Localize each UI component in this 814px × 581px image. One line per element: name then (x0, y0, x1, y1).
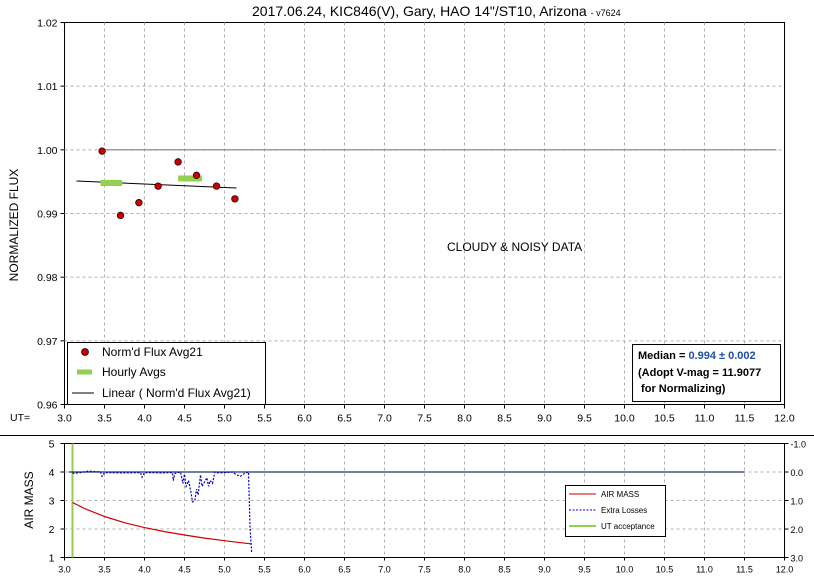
bottom-x-tick-label: 5.5 (258, 565, 271, 575)
bottom-x-tick-label: 4.0 (138, 565, 151, 575)
bottom-x-tick-label: 10.5 (656, 565, 674, 575)
bottom-y-ticks: 1 2 3 4 5 (49, 439, 65, 565)
normalizing-text: for Normalizing) (638, 383, 726, 395)
top-y-tick-label: 0.97 (37, 336, 58, 348)
top-x-tick-label: 11.0 (695, 413, 715, 425)
median-box-frame (632, 344, 781, 402)
top-x-tick-label: 4.0 (137, 413, 152, 425)
legend-label-linear: Linear ( Norm'd Flux Avg21) (102, 386, 251, 400)
bottom-x-tick-label: 12.0 (776, 565, 794, 575)
air-mass-curve (72, 501, 251, 545)
bottom-right-tick-label: 1.0 (791, 497, 804, 507)
top-x-tick-label: 3.5 (97, 413, 112, 425)
bottom-x-tick-label: 11.5 (736, 565, 753, 575)
top-x-tick-label: 7.5 (417, 413, 432, 425)
bottom-right-tick-label: 0.0 (791, 468, 804, 478)
cloudy-annotation: CLOUDY & NOISY DATA (447, 240, 582, 254)
top-x-tick-label: 10.5 (654, 413, 675, 425)
bottom-x-tick-label: 11.0 (696, 565, 713, 575)
legend-label-flux: Norm'd Flux Avg21 (102, 345, 203, 359)
bottom-y-tick-label: 2 (49, 524, 55, 536)
chart-title: 2017.06.24, KIC846(V), Gary, HAO 14"/ST1… (252, 3, 621, 19)
top-y-ticks: 0.96 0.97 0.98 0.99 1.00 1.01 1.02 (37, 18, 65, 412)
legend-label-hourly: Hourly Avgs (102, 365, 166, 379)
bottom-x-tick-label: 9.5 (578, 565, 591, 575)
bottom-x-tick-label: 3.5 (98, 565, 111, 575)
flux-point (231, 195, 239, 203)
legend-label-airmass: AIR MASS (601, 490, 639, 499)
top-legend: Norm'd Flux Avg21 Hourly Avgs Linear ( N… (67, 342, 266, 405)
top-x-tick-label: 9.5 (577, 413, 592, 425)
top-x-tick-label: 10.0 (614, 413, 635, 425)
top-legend-box (67, 342, 266, 405)
top-x-tick-label: 4.5 (177, 413, 192, 425)
bottom-x-tick-label: 8.5 (498, 565, 511, 575)
top-x-tick-label: 5.0 (217, 413, 232, 425)
top-y-tick-label: 1.01 (37, 81, 58, 93)
top-y-tick-label: 0.98 (37, 272, 58, 284)
bottom-y-tick-label: 1 (49, 553, 55, 565)
bottom-x-tick-label: 7.5 (418, 565, 431, 575)
legend-label-extra-losses: Extra Losses (601, 506, 647, 515)
bottom-y-tick-label: 3 (49, 496, 55, 508)
bottom-right-tick-label: 3.0 (791, 554, 804, 564)
extra-losses-curve (72, 470, 253, 554)
top-y-tick-label: 0.96 (37, 400, 58, 412)
top-x-tick-label: 7.0 (377, 413, 392, 425)
median-text: Median = 0.994 ± 0.002 (638, 350, 756, 362)
median-box: Median = 0.994 ± 0.002 (Adopt V-mag = 11… (632, 344, 781, 402)
bottom-right-tick-label: -1.0 (791, 440, 807, 450)
flux-point (174, 158, 182, 166)
flux-point (192, 171, 201, 179)
top-marks (76, 147, 777, 220)
bottom-right-tick-label: 2.0 (791, 525, 804, 535)
bottom-right-y-ticks: -1.0 0.0 1.0 2.0 3.0 (784, 440, 807, 564)
bottom-grid (64, 443, 785, 558)
bottom-x-tick-label: 6.0 (298, 565, 311, 575)
top-x-tick-label: 9.0 (537, 413, 552, 425)
top-y-tick-label: 0.99 (37, 209, 58, 221)
top-y-tick-label: 1.00 (37, 145, 58, 157)
flux-point (212, 182, 221, 190)
top-x-tick-label: 5.5 (257, 413, 272, 425)
top-x-tick-label: 8.5 (497, 413, 512, 425)
flux-point (135, 199, 143, 207)
flux-point (116, 211, 125, 220)
bottom-x-tick-label: 10.0 (616, 565, 634, 575)
bottom-x-tick-label: 7.0 (378, 565, 391, 575)
median-value: 0.994 ± 0.002 (688, 350, 755, 362)
bottom-x-tick-label: 8.0 (458, 565, 471, 575)
adopt-vmag-text: (Adopt V-mag = 11.9077 (638, 367, 761, 379)
bottom-x-tick-label: 5.0 (218, 565, 231, 575)
bottom-y-axis-label: AIR MASS (22, 471, 36, 528)
top-x-tick-label: 11.5 (735, 413, 755, 425)
top-x-tick-label: 8.0 (457, 413, 472, 425)
top-y-axis-label: NORMALIZED FLUX (7, 169, 21, 282)
median-label: Median = (638, 350, 688, 362)
flux-point (98, 147, 106, 155)
bottom-x-tick-label: 6.5 (338, 565, 351, 575)
legend-marker-flux (81, 348, 89, 356)
bottom-x-tick-label: 9.0 (538, 565, 551, 575)
top-y-tick-label: 1.02 (37, 18, 58, 30)
top-x-tick-label: 3.0 (57, 413, 72, 425)
bottom-legend: AIR MASS Extra Losses UT acceptance (565, 485, 666, 537)
top-x-tick-label: 6.5 (337, 413, 352, 425)
bottom-x-tick-label: 3.0 (58, 565, 71, 575)
bottom-marks (68, 443, 745, 558)
x-axis-prefix: UT= (10, 412, 30, 424)
top-x-tick-label: 6.0 (297, 413, 312, 425)
top-x-tick-label: 12.0 (774, 413, 795, 425)
top-x-ticks: 3.0 3.5 4.0 4.5 5.0 5.5 6.0 6.5 7.0 7.5 8.0 8.5 9.0 9… (57, 404, 795, 425)
bottom-x-tick-label: 4.5 (178, 565, 191, 575)
bottom-x-ticks: 3.0 3.5 4.0 4.5 5.0 5.5 6.0 6.5 7.0 7.5 8.0 8.5 9.0 9… (58, 557, 794, 575)
flux-point (154, 182, 162, 190)
legend-label-ut-acceptance: UT acceptance (601, 522, 655, 531)
bottom-y-tick-label: 4 (49, 467, 55, 479)
bottom-y-tick-label: 5 (49, 439, 55, 451)
